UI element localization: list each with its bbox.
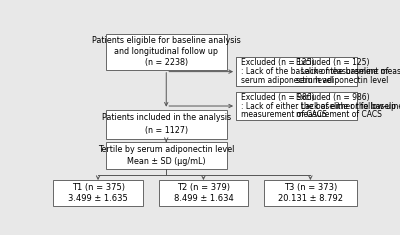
Text: 20.131 ± 8.792: 20.131 ± 8.792 bbox=[278, 194, 343, 203]
Text: and longitudinal follow up: and longitudinal follow up bbox=[114, 47, 218, 56]
Text: Excluded (n = 986): Excluded (n = 986) bbox=[296, 93, 370, 102]
Text: Excluded (n = 986): Excluded (n = 986) bbox=[241, 93, 314, 102]
Text: serum adiponectin level: serum adiponectin level bbox=[241, 76, 333, 85]
FancyBboxPatch shape bbox=[158, 180, 248, 206]
FancyBboxPatch shape bbox=[236, 91, 357, 121]
Text: : Lack of the baseline measurement of: : Lack of the baseline measurement of bbox=[241, 67, 388, 76]
Text: 8.499 ± 1.634: 8.499 ± 1.634 bbox=[174, 194, 233, 203]
Text: Patients eligible for baseline analysis: Patients eligible for baseline analysis bbox=[92, 36, 241, 45]
FancyBboxPatch shape bbox=[236, 57, 357, 86]
Text: Tertile by serum adiponectin level: Tertile by serum adiponectin level bbox=[98, 145, 234, 154]
Text: Mean ± SD (μg/mL): Mean ± SD (μg/mL) bbox=[127, 157, 206, 166]
FancyBboxPatch shape bbox=[106, 34, 227, 70]
FancyBboxPatch shape bbox=[236, 57, 357, 86]
FancyBboxPatch shape bbox=[236, 91, 357, 121]
Text: 3.499 ± 1.635: 3.499 ± 1.635 bbox=[68, 194, 128, 203]
Text: T1 (n = 375): T1 (n = 375) bbox=[72, 183, 124, 192]
Text: T3 (n = 373): T3 (n = 373) bbox=[284, 183, 337, 192]
Text: serum adiponectin level: serum adiponectin level bbox=[296, 76, 389, 85]
Text: (n = 1127): (n = 1127) bbox=[145, 126, 188, 135]
Text: : Lack of either the baseline or follow-up: : Lack of either the baseline or follow-… bbox=[296, 102, 400, 110]
Text: (n = 2238): (n = 2238) bbox=[145, 58, 188, 67]
FancyBboxPatch shape bbox=[53, 180, 143, 206]
FancyBboxPatch shape bbox=[106, 142, 227, 169]
Text: Excluded (n = 125): Excluded (n = 125) bbox=[296, 58, 370, 67]
Text: Excluded (n = 125): Excluded (n = 125) bbox=[241, 58, 314, 67]
Text: measurement of CACS: measurement of CACS bbox=[296, 110, 382, 119]
Text: measurement of CACS: measurement of CACS bbox=[241, 110, 326, 119]
FancyBboxPatch shape bbox=[106, 110, 227, 139]
Text: : Lack of either the baseline or follow-up: : Lack of either the baseline or follow-… bbox=[241, 102, 396, 110]
Text: T2 (n = 379): T2 (n = 379) bbox=[177, 183, 230, 192]
Text: Patients included in the analysis: Patients included in the analysis bbox=[102, 113, 231, 122]
Text: : Lack of the baseline measurement of: : Lack of the baseline measurement of bbox=[296, 67, 400, 76]
FancyBboxPatch shape bbox=[264, 180, 357, 206]
